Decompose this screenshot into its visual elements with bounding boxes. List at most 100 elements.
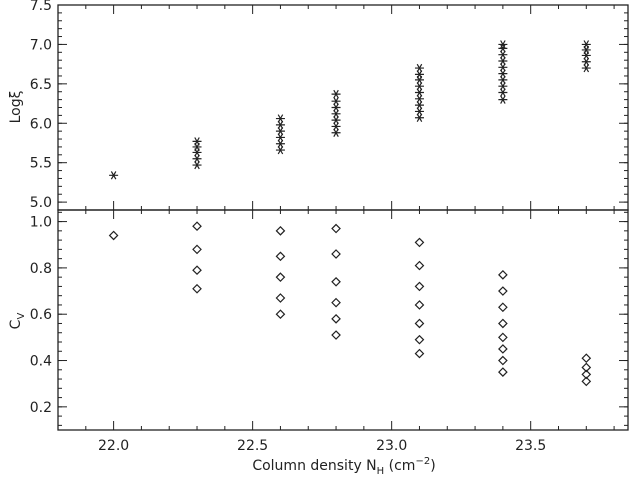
y-tick-label-bottom: 0.6: [30, 307, 52, 323]
data-point-diamond: [498, 367, 508, 377]
x-axis-label-unit-close: ): [430, 458, 435, 474]
data-point-asterisk: [581, 45, 591, 55]
data-point-diamond: [498, 269, 508, 280]
data-point-asterisk: [498, 56, 508, 66]
y-tick-label-bottom: 0.2: [30, 400, 52, 416]
data-point-asterisk: [498, 50, 508, 59]
data-point-diamond: [414, 334, 425, 345]
top-y-axis-label: Logξ: [8, 91, 24, 124]
data-point-asterisk: [498, 75, 508, 85]
data-point-diamond: [331, 249, 341, 259]
data-point-diamond: [414, 281, 425, 292]
data-point-asterisk: [581, 63, 591, 73]
data-point-asterisk: [192, 137, 202, 146]
data-point-diamond: [275, 272, 286, 283]
x-tick-label: 23.0: [376, 438, 407, 454]
data-point-diamond: [581, 369, 592, 380]
y-tick-label-top: 6.5: [30, 77, 52, 93]
data-point-diamond: [581, 362, 592, 373]
y-tick-label-top: 5.0: [30, 195, 52, 211]
y-tick-label-bottom: 0.8: [30, 261, 52, 277]
data-point-asterisk: [498, 81, 508, 91]
data-point-diamond: [192, 221, 202, 232]
data-point-asterisk: [109, 171, 119, 180]
data-point-diamond: [192, 283, 202, 294]
data-point-diamond: [498, 332, 508, 343]
data-point-asterisk: [275, 114, 285, 123]
data-point-diamond: [498, 286, 508, 296]
x-axis-label-sub: H: [377, 466, 385, 475]
data-point-asterisk: [414, 63, 424, 73]
x-tick-label: 22.0: [98, 438, 129, 454]
data-point-asterisk: [581, 51, 591, 60]
data-point-diamond: [414, 237, 425, 248]
data-point-asterisk: [331, 109, 341, 119]
data-point-diamond: [192, 265, 202, 276]
bottom-panel: 0.2 0.4 0.6 0.8 1.0 22.0 22.5 23.0 23.5: [30, 209, 629, 454]
data-point-diamond: [498, 344, 508, 354]
data-point-asterisk: [414, 81, 424, 91]
data-point-diamond: [108, 230, 119, 241]
data-point-asterisk: [498, 40, 508, 49]
bottom-y-axis-label-main: C: [8, 319, 24, 329]
data-point-asterisk: [581, 57, 591, 66]
data-point-diamond: [275, 225, 286, 236]
data-point-diamond: [414, 260, 425, 271]
data-point-asterisk: [414, 100, 424, 110]
data-point-asterisk: [275, 120, 285, 130]
data-point-diamond: [414, 348, 425, 359]
data-point-diamond: [498, 318, 508, 329]
data-point-asterisk: [414, 94, 424, 104]
data-point-asterisk: [414, 107, 424, 116]
data-point-asterisk: [414, 113, 424, 122]
data-point-asterisk: [498, 44, 508, 53]
data-point-asterisk: [414, 70, 424, 79]
data-point-asterisk: [498, 69, 508, 78]
top-panel: 5.0 5.5 6.0 6.5 7.0 7.5: [30, 0, 629, 211]
bottom-y-axis-label: CV: [8, 313, 27, 330]
data-point-asterisk: [275, 133, 285, 142]
y-tick-label-top: 5.5: [30, 156, 52, 172]
data-point-asterisk: [331, 96, 341, 106]
data-point-asterisk: [275, 126, 285, 136]
data-point-asterisk: [331, 128, 341, 137]
y-tick-label-top: 7.0: [30, 37, 52, 53]
x-tick-label: 22.5: [237, 438, 268, 454]
data-point-diamond: [331, 297, 341, 308]
data-point-asterisk: [192, 148, 202, 157]
panel-frame-top: [57, 4, 629, 211]
x-axis-label-main: Column density N: [252, 458, 376, 474]
x-axis-label: Column density NH (cm−2): [252, 456, 435, 475]
data-point-diamond: [331, 330, 341, 340]
data-point-asterisk: [275, 139, 285, 148]
data-point-asterisk: [331, 122, 341, 131]
data-point-asterisk: [192, 154, 202, 163]
data-point-diamond: [331, 276, 341, 287]
data-point-asterisk: [331, 115, 341, 125]
y-tick-label-bottom: 0.4: [30, 354, 52, 370]
panel-frame-bottom: [57, 209, 629, 431]
data-point-asterisk: [192, 160, 202, 170]
data-point-diamond: [275, 251, 286, 262]
x-tick-label: 23.5: [515, 438, 546, 454]
data-point-asterisk: [498, 63, 508, 72]
data-point-asterisk: [498, 88, 508, 97]
y-tick-label-top: 7.5: [30, 0, 52, 14]
data-point-asterisk: [581, 40, 591, 49]
bottom-y-axis-label-sub: V: [16, 313, 27, 320]
data-point-diamond: [581, 353, 592, 364]
y-tick-label-bottom: 1.0: [30, 215, 52, 231]
data-point-asterisk: [498, 95, 508, 104]
data-point-diamond: [331, 313, 341, 324]
data-point-diamond: [275, 293, 286, 303]
data-point-diamond: [498, 302, 508, 313]
data-point-diamond: [275, 309, 286, 320]
data-point-diamond: [414, 300, 425, 310]
data-point-asterisk: [192, 142, 202, 152]
data-point-asterisk: [331, 103, 341, 112]
data-point-asterisk: [414, 88, 424, 97]
data-point-asterisk: [414, 75, 424, 85]
x-axis-label-unit-open: (cm: [384, 458, 415, 474]
